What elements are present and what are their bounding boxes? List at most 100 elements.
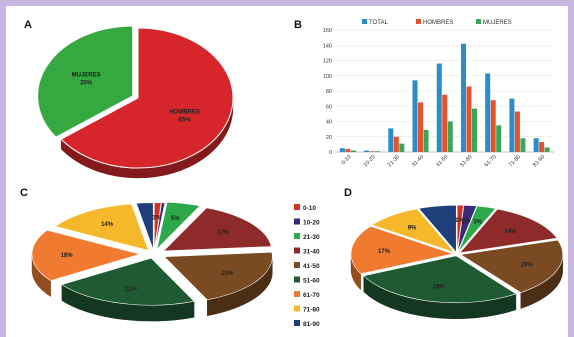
bar-total-51-60 [460,43,466,152]
y-tick-label-3: 60 [326,104,332,110]
y-tick-label-8: 160 [323,28,332,34]
bar-mujeres-21-30 [399,143,405,152]
slice-label-1: 2% [462,218,471,224]
slice-label-4: 20% [521,262,534,268]
bar-total-71-80 [509,98,515,152]
bar-total-61-70 [485,73,491,152]
slice-label-7: 14% [101,222,114,228]
slice-5 [363,255,517,304]
slice-0 [456,204,464,253]
x-tick-label-5: 51-60 [459,154,473,168]
x-tick-label-8: 81-90 [532,154,546,168]
panel-label-d: D [344,187,352,199]
slice-label-0: 1% [152,216,161,222]
legend-swatch-21-30 [294,233,300,239]
legend-label-71-80: 71-80 [303,307,320,314]
slice-pct-0: 35% [80,81,93,87]
legend-swatch-71-80 [294,305,300,312]
slice-3 [459,208,558,254]
legend-label-total: TOTAL [369,20,388,26]
bar-mujeres-61-70 [496,125,502,152]
bar-total-81-90 [533,138,539,152]
panel-label-b: B [294,19,302,31]
slice-7 [371,208,456,254]
legend-swatch-51-60 [294,276,300,283]
x-tick-label-0: 0-10 [340,154,352,166]
slice-label-7: 9% [408,225,417,231]
slice-5 [61,257,195,306]
bar-hombres-81-90 [539,142,545,152]
slice-4 [459,239,564,293]
slice-7 [54,203,149,251]
slice-1 [154,202,166,250]
slice-4 [163,251,273,301]
legend-swatch-31-40 [294,247,300,254]
slice-label-2: 3% [473,220,482,226]
pie-chart-d: 1%2% 3% 14% 20% 28% 17% 9% [350,204,564,319]
legend-swatch-81-90 [294,320,300,326]
y-tick-label-7: 140 [323,43,332,49]
legend-swatch-41-50 [294,262,300,268]
legend-label-81-90: 81-90 [303,321,320,328]
bar-hombres-31-40 [418,102,424,152]
slice-label-3: 14% [504,229,517,235]
panel-label-c: C [20,187,28,199]
slice-6 [31,229,142,281]
y-tick-label-6: 120 [323,59,332,65]
slice-label-6: 17% [378,249,391,255]
bar-mujeres-10-20 [375,151,381,152]
bar-total-21-30 [388,128,394,152]
x-tick-label-3: 31-40 [411,154,425,168]
y-tick-label-1: 20 [326,135,332,141]
figure-svg: A B C D MUJERES 35% HOMBRES 65% 0 20 40 60 80 10… [20,19,564,328]
bar-mujeres-0-10 [350,150,356,152]
bar-hombres-0-10 [345,148,351,152]
slice-1 [60,27,234,169]
legend-label-61-70: 61-70 [303,292,320,299]
bar-mujeres-41-50 [447,121,453,152]
slice-0 [37,25,134,138]
bar-hombres-71-80 [514,111,520,152]
y-tick-label-4: 80 [326,89,332,95]
legend-label-21-30: 21-30 [303,234,320,241]
slice-label-0: 1% [455,218,464,224]
bar-hombres-21-30 [393,136,399,152]
legend-label-41-50: 41-50 [303,263,320,270]
legend-swatch-hombres [416,19,421,24]
panel-label-a: A [24,19,32,31]
pie-legend: 0-10 10-20 21-30 31-40 41-50 51-60 61-70 71-80 8… [294,204,320,328]
bar-mujeres-51-60 [471,108,477,152]
slice-pct-1: 65% [179,117,192,123]
slice-name-0: MUJERES [72,73,101,79]
bar-total-0-10 [339,148,345,152]
slice-6 [350,225,455,275]
slice-8 [418,204,457,253]
slice-label-2: 5% [171,216,180,222]
bar-chart-b: 0 20 40 60 80 100 120 140 160 0-10 10-20 21-30 31-40… [323,19,554,168]
legend-swatch-61-70 [294,291,300,297]
slice-0 [154,202,162,250]
bar-hombres-51-60 [466,86,472,152]
slice-label-5: 28% [433,285,446,291]
legend-label-10-20: 10-20 [303,220,320,227]
x-tick-label-2: 21-30 [387,154,401,168]
bar-hombres-10-20 [369,151,375,152]
pie-chart-a: MUJERES 35% HOMBRES 65% [37,25,234,179]
legend-swatch-0-10 [294,204,300,210]
x-tick-label-4: 41-50 [435,154,449,168]
slice-label-6: 18% [61,253,74,259]
legend-label-0-10: 0-10 [303,205,316,212]
x-tick-label-6: 61-70 [484,154,498,168]
legend-swatch-10-20 [294,218,300,225]
slice-8 [135,202,154,250]
figure-panel: A B C D MUJERES 35% HOMBRES 65% 0 20 40 60 80 10… [6,6,568,337]
y-tick-label-0: 0 [329,150,332,156]
legend-label-mujeres: MUJERES [483,20,512,26]
y-tick-label-2: 40 [326,120,332,126]
legend-swatch-mujeres [476,19,481,24]
bar-mujeres-31-40 [423,129,429,152]
x-tick-label-1: 10-20 [363,154,377,168]
bar-hombres-61-70 [490,100,496,152]
slice-label-4: 20% [222,271,235,277]
legend-label-51-60: 51-60 [303,278,320,285]
